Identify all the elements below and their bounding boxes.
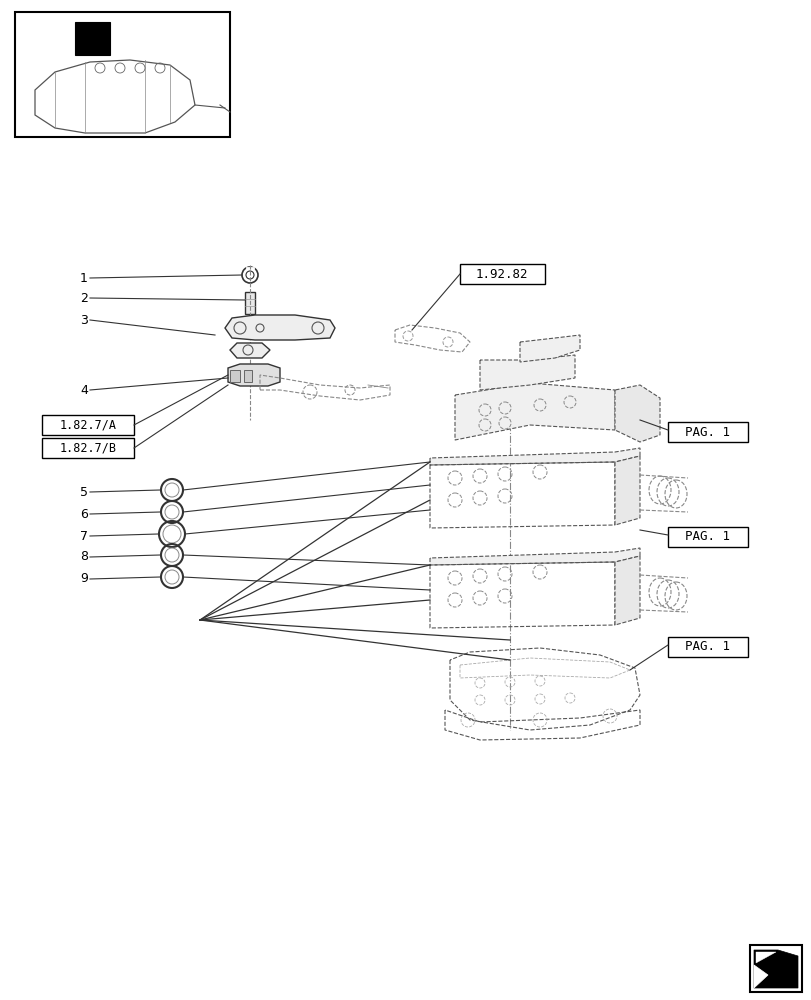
Polygon shape xyxy=(753,965,767,988)
Polygon shape xyxy=(75,22,109,55)
Polygon shape xyxy=(225,315,335,340)
Polygon shape xyxy=(614,385,659,442)
Text: 4: 4 xyxy=(80,383,88,396)
Bar xyxy=(667,422,747,442)
Text: 1: 1 xyxy=(80,271,88,284)
Text: 3: 3 xyxy=(80,314,88,326)
Text: 5: 5 xyxy=(80,486,88,498)
Bar xyxy=(245,292,255,314)
Polygon shape xyxy=(454,383,614,440)
Text: 6: 6 xyxy=(80,508,88,520)
Polygon shape xyxy=(519,335,579,362)
Text: PAG. 1: PAG. 1 xyxy=(684,641,730,654)
Polygon shape xyxy=(479,355,574,390)
Polygon shape xyxy=(228,364,280,386)
Text: PAG. 1: PAG. 1 xyxy=(684,530,730,544)
Polygon shape xyxy=(614,556,639,625)
Text: 1.82.7/B: 1.82.7/B xyxy=(59,442,116,454)
Bar xyxy=(230,370,240,382)
Bar xyxy=(749,945,801,992)
Polygon shape xyxy=(614,456,639,525)
Text: 7: 7 xyxy=(80,530,88,542)
Text: 8: 8 xyxy=(80,550,88,564)
Bar xyxy=(243,370,251,382)
Bar xyxy=(42,415,134,435)
Polygon shape xyxy=(230,343,270,358)
Text: PAG. 1: PAG. 1 xyxy=(684,426,730,438)
Text: 1.92.82: 1.92.82 xyxy=(475,267,528,280)
Polygon shape xyxy=(755,952,775,963)
Bar xyxy=(42,438,134,458)
Text: 1.82.7/A: 1.82.7/A xyxy=(59,418,116,432)
Bar xyxy=(667,637,747,657)
Text: 9: 9 xyxy=(80,572,88,585)
Polygon shape xyxy=(753,950,797,988)
Polygon shape xyxy=(430,548,639,565)
Bar xyxy=(667,527,747,547)
Text: 2: 2 xyxy=(80,292,88,304)
Bar xyxy=(460,264,544,284)
Polygon shape xyxy=(430,448,639,465)
Bar xyxy=(15,12,230,137)
